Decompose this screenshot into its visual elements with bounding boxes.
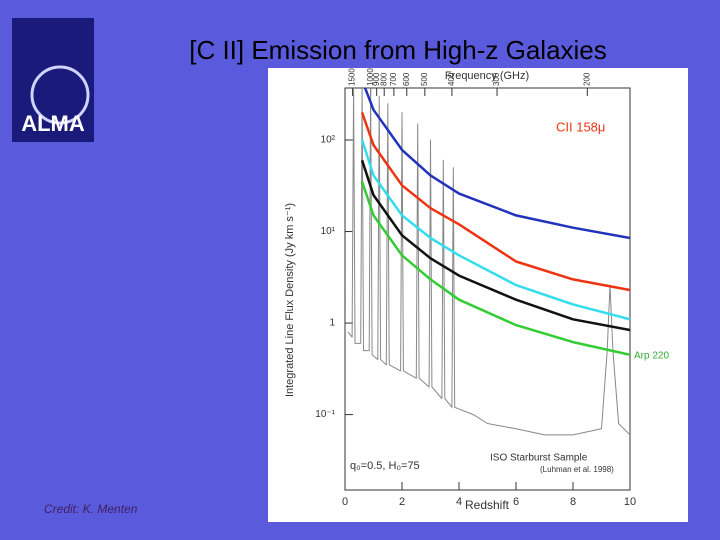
x2-tick-label: 800 xyxy=(379,72,388,86)
annotation: CII 158μ xyxy=(556,119,605,134)
series-line xyxy=(363,88,630,240)
x-axis-label: Redshift xyxy=(465,498,510,512)
annotation: q₀=0.5, H₀=75 xyxy=(350,460,420,472)
x-tick-label: 2 xyxy=(399,496,405,508)
x2-tick-label: 600 xyxy=(402,72,411,86)
series-line xyxy=(347,88,630,436)
x2-tick-label: 200 xyxy=(582,72,591,86)
y-tick-label: 10¹ xyxy=(321,226,336,237)
annotation: Arp 220 xyxy=(634,351,669,362)
x2-tick-label: 1500 xyxy=(348,68,357,86)
series-line xyxy=(360,112,630,292)
x2-tick-label: 400 xyxy=(447,72,456,86)
annotation: (Luhman et al. 1998) xyxy=(540,465,614,474)
x-tick-label: 6 xyxy=(513,496,519,508)
slide-title: [C II] Emission from High-z Galaxies xyxy=(189,35,607,65)
x2-tick-label: 900 xyxy=(372,72,381,86)
logo-dish xyxy=(30,65,90,125)
series-line xyxy=(360,181,630,357)
x-tick-label: 0 xyxy=(342,496,348,508)
x-tick-label: 8 xyxy=(570,496,576,508)
plot-area xyxy=(347,88,630,436)
x2-axis-label: Frequency (GHz) xyxy=(445,70,529,82)
x-tick-label: 10 xyxy=(624,496,636,508)
x2-tick-label: 300 xyxy=(492,72,501,86)
y-axis-label: Integrated Line Flux Density (Jy km s⁻¹) xyxy=(284,203,296,397)
x2-tick-label: 700 xyxy=(389,72,398,86)
chart-panel xyxy=(268,68,688,522)
y-tick-label: 1 xyxy=(329,318,335,329)
x-tick-label: 4 xyxy=(456,496,462,508)
y-tick-label: 10⁻¹ xyxy=(315,409,335,420)
annotation: ISO Starburst Sample xyxy=(490,453,588,464)
series-line xyxy=(360,139,630,321)
x2-tick-label: 1000 xyxy=(366,68,375,86)
x2-tick-label: 500 xyxy=(420,72,429,86)
y-tick-label: 10² xyxy=(321,135,336,146)
credit: Credit: K. Menten xyxy=(44,502,138,516)
logo-text: ALMA xyxy=(21,111,85,136)
series-line xyxy=(360,159,630,332)
